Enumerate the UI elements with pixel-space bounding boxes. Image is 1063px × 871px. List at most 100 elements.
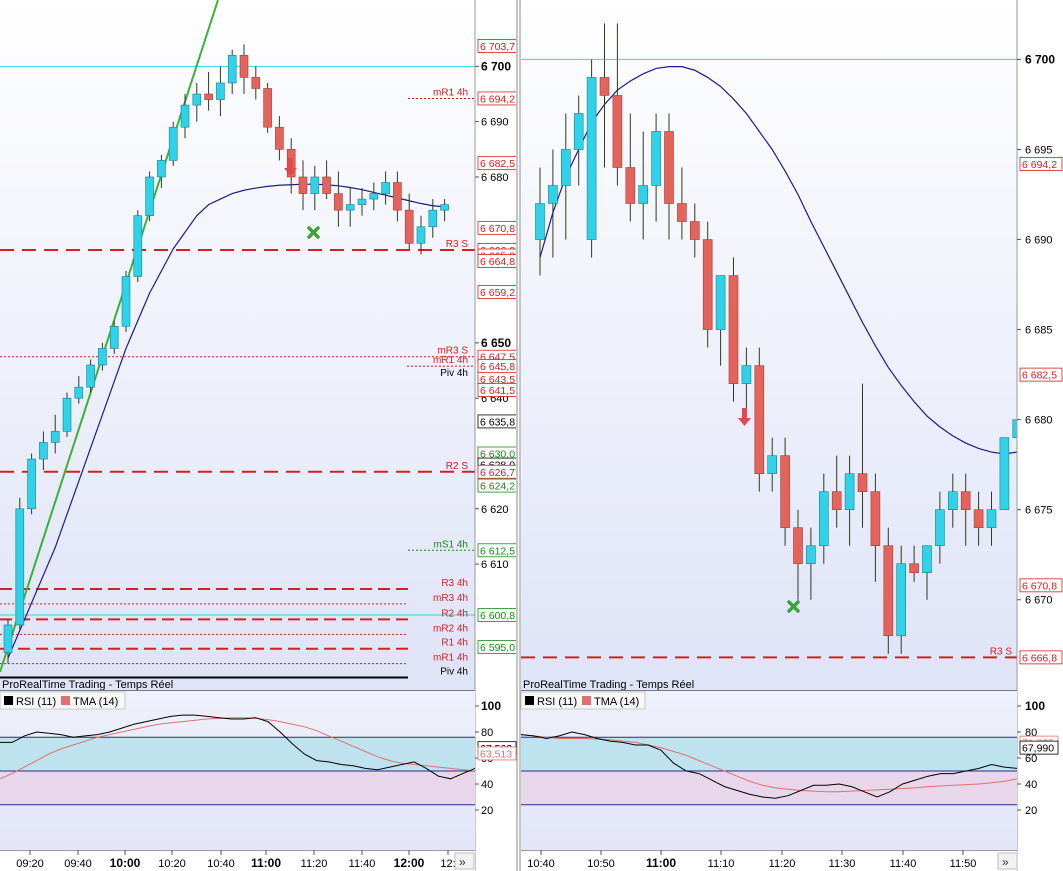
right-price-panel[interactable]: R3 S ProRealTime Trading - Temps Réel [521,0,1035,691]
price-tag-label: 6 641,5 [480,385,515,397]
left-rsi-panel[interactable]: RSI (11) TMA (14) [0,690,476,850]
rsi-line[interactable] [520,731,1018,799]
candlestick[interactable] [960,473,971,546]
right-indicator-legend[interactable]: RSI (11) TMA (14) [520,691,646,710]
candlestick[interactable] [27,453,36,515]
candlestick[interactable] [844,455,855,546]
candlestick[interactable] [251,66,261,100]
candlestick[interactable] [857,383,868,528]
moving-average-line[interactable] [7,183,445,659]
candlestick[interactable] [689,203,700,258]
candlestick[interactable] [416,215,426,255]
candlestick[interactable] [883,527,894,654]
candlestick[interactable] [664,113,674,240]
rsi-line[interactable] [0,714,476,780]
price-tag-label: 6 612,5 [480,545,515,557]
candlestick[interactable] [806,527,816,600]
candlestick[interactable] [62,392,72,437]
candlestick[interactable] [986,491,997,546]
candlestick[interactable] [310,165,320,211]
candlestick[interactable] [192,82,202,122]
candlestick[interactable] [638,131,649,240]
candlestick[interactable] [651,113,661,222]
candlestick[interactable] [298,160,308,211]
candlestick[interactable] [896,545,907,654]
candlestick[interactable] [999,437,1010,510]
candlestick[interactable] [216,66,225,117]
rsi-axis-label: 20 [481,805,493,817]
candlestick[interactable] [612,23,623,186]
candlestick[interactable] [625,113,636,222]
candlestick[interactable] [780,437,790,546]
candlestick[interactable] [180,94,190,139]
right-rsi-panel[interactable]: RSI (11) TMA (14) [520,690,1018,850]
candlestick[interactable] [560,113,571,240]
left-indicator-legend[interactable]: RSI (11) TMA (14) [0,691,126,710]
candlestick[interactable] [767,437,778,492]
candlestick[interactable] [39,431,48,471]
candlestick[interactable] [227,49,237,95]
candlestick[interactable] [357,188,367,216]
candlestick[interactable] [133,210,143,283]
candlestick[interactable] [935,491,945,564]
candlestick[interactable] [702,221,713,348]
candlestick[interactable] [741,347,752,420]
candlestick[interactable] [870,473,881,582]
candlestick[interactable] [715,275,726,366]
candlestick[interactable] [50,414,60,454]
candlestick[interactable] [204,71,213,111]
candlestick[interactable] [74,376,84,404]
candlestick[interactable] [239,44,249,95]
candlestick[interactable] [818,473,829,564]
candlestick[interactable] [393,171,402,222]
candlestick[interactable] [440,199,449,222]
candlestick[interactable] [168,121,178,166]
candlestick[interactable] [922,545,932,600]
candlestick[interactable] [535,167,545,276]
candlestick[interactable] [381,171,390,205]
time-axis-label: 11:40 [890,858,917,870]
candlestick[interactable] [109,320,119,354]
candlestick[interactable] [404,193,414,249]
candlestick[interactable] [98,342,107,371]
candlestick[interactable] [121,270,131,332]
candlestick[interactable] [947,473,958,528]
candlestick[interactable] [345,188,355,227]
price-tag-label: 6 682,5 [1022,370,1057,382]
candlestick[interactable] [428,199,438,238]
candlestick[interactable] [909,545,919,582]
candlestick[interactable] [334,171,343,227]
tma-line[interactable] [0,717,476,780]
candlestick[interactable] [677,167,687,240]
candlestick[interactable] [263,82,272,133]
candlestick[interactable] [831,455,842,528]
right-time-axis[interactable]: 10:40 10:50 11:00 11:10 11:20 11:30 11:40 11:50… [521,850,1018,871]
candle-body [728,275,739,384]
candlestick[interactable] [369,182,379,211]
candlestick[interactable] [973,491,984,546]
candlestick[interactable] [728,257,739,402]
candlestick[interactable] [86,359,95,393]
time-axis-label: 09:40 [64,858,92,870]
candlestick[interactable] [586,59,597,258]
candlestick[interactable] [754,347,765,492]
candlestick[interactable] [548,149,558,258]
candlestick[interactable] [599,23,610,168]
candlestick[interactable] [573,95,584,186]
moving-average-line[interactable] [539,66,1031,455]
candlestick[interactable] [15,497,25,631]
scroll-right-button[interactable]: » [997,852,1018,870]
candle-body [440,204,449,211]
candlestick[interactable] [157,154,166,189]
candlestick[interactable] [322,160,331,200]
scroll-right-button[interactable]: » [454,852,475,870]
candlestick[interactable] [793,509,803,600]
left-time-axis[interactable]: 09:20 09:40 10:00 10:20 10:40 11:00 11:20 11:40… [0,850,475,871]
candlestick[interactable] [275,116,284,161]
candlestick[interactable] [145,171,154,222]
candlestick[interactable] [3,619,13,664]
candle-body [986,509,997,529]
